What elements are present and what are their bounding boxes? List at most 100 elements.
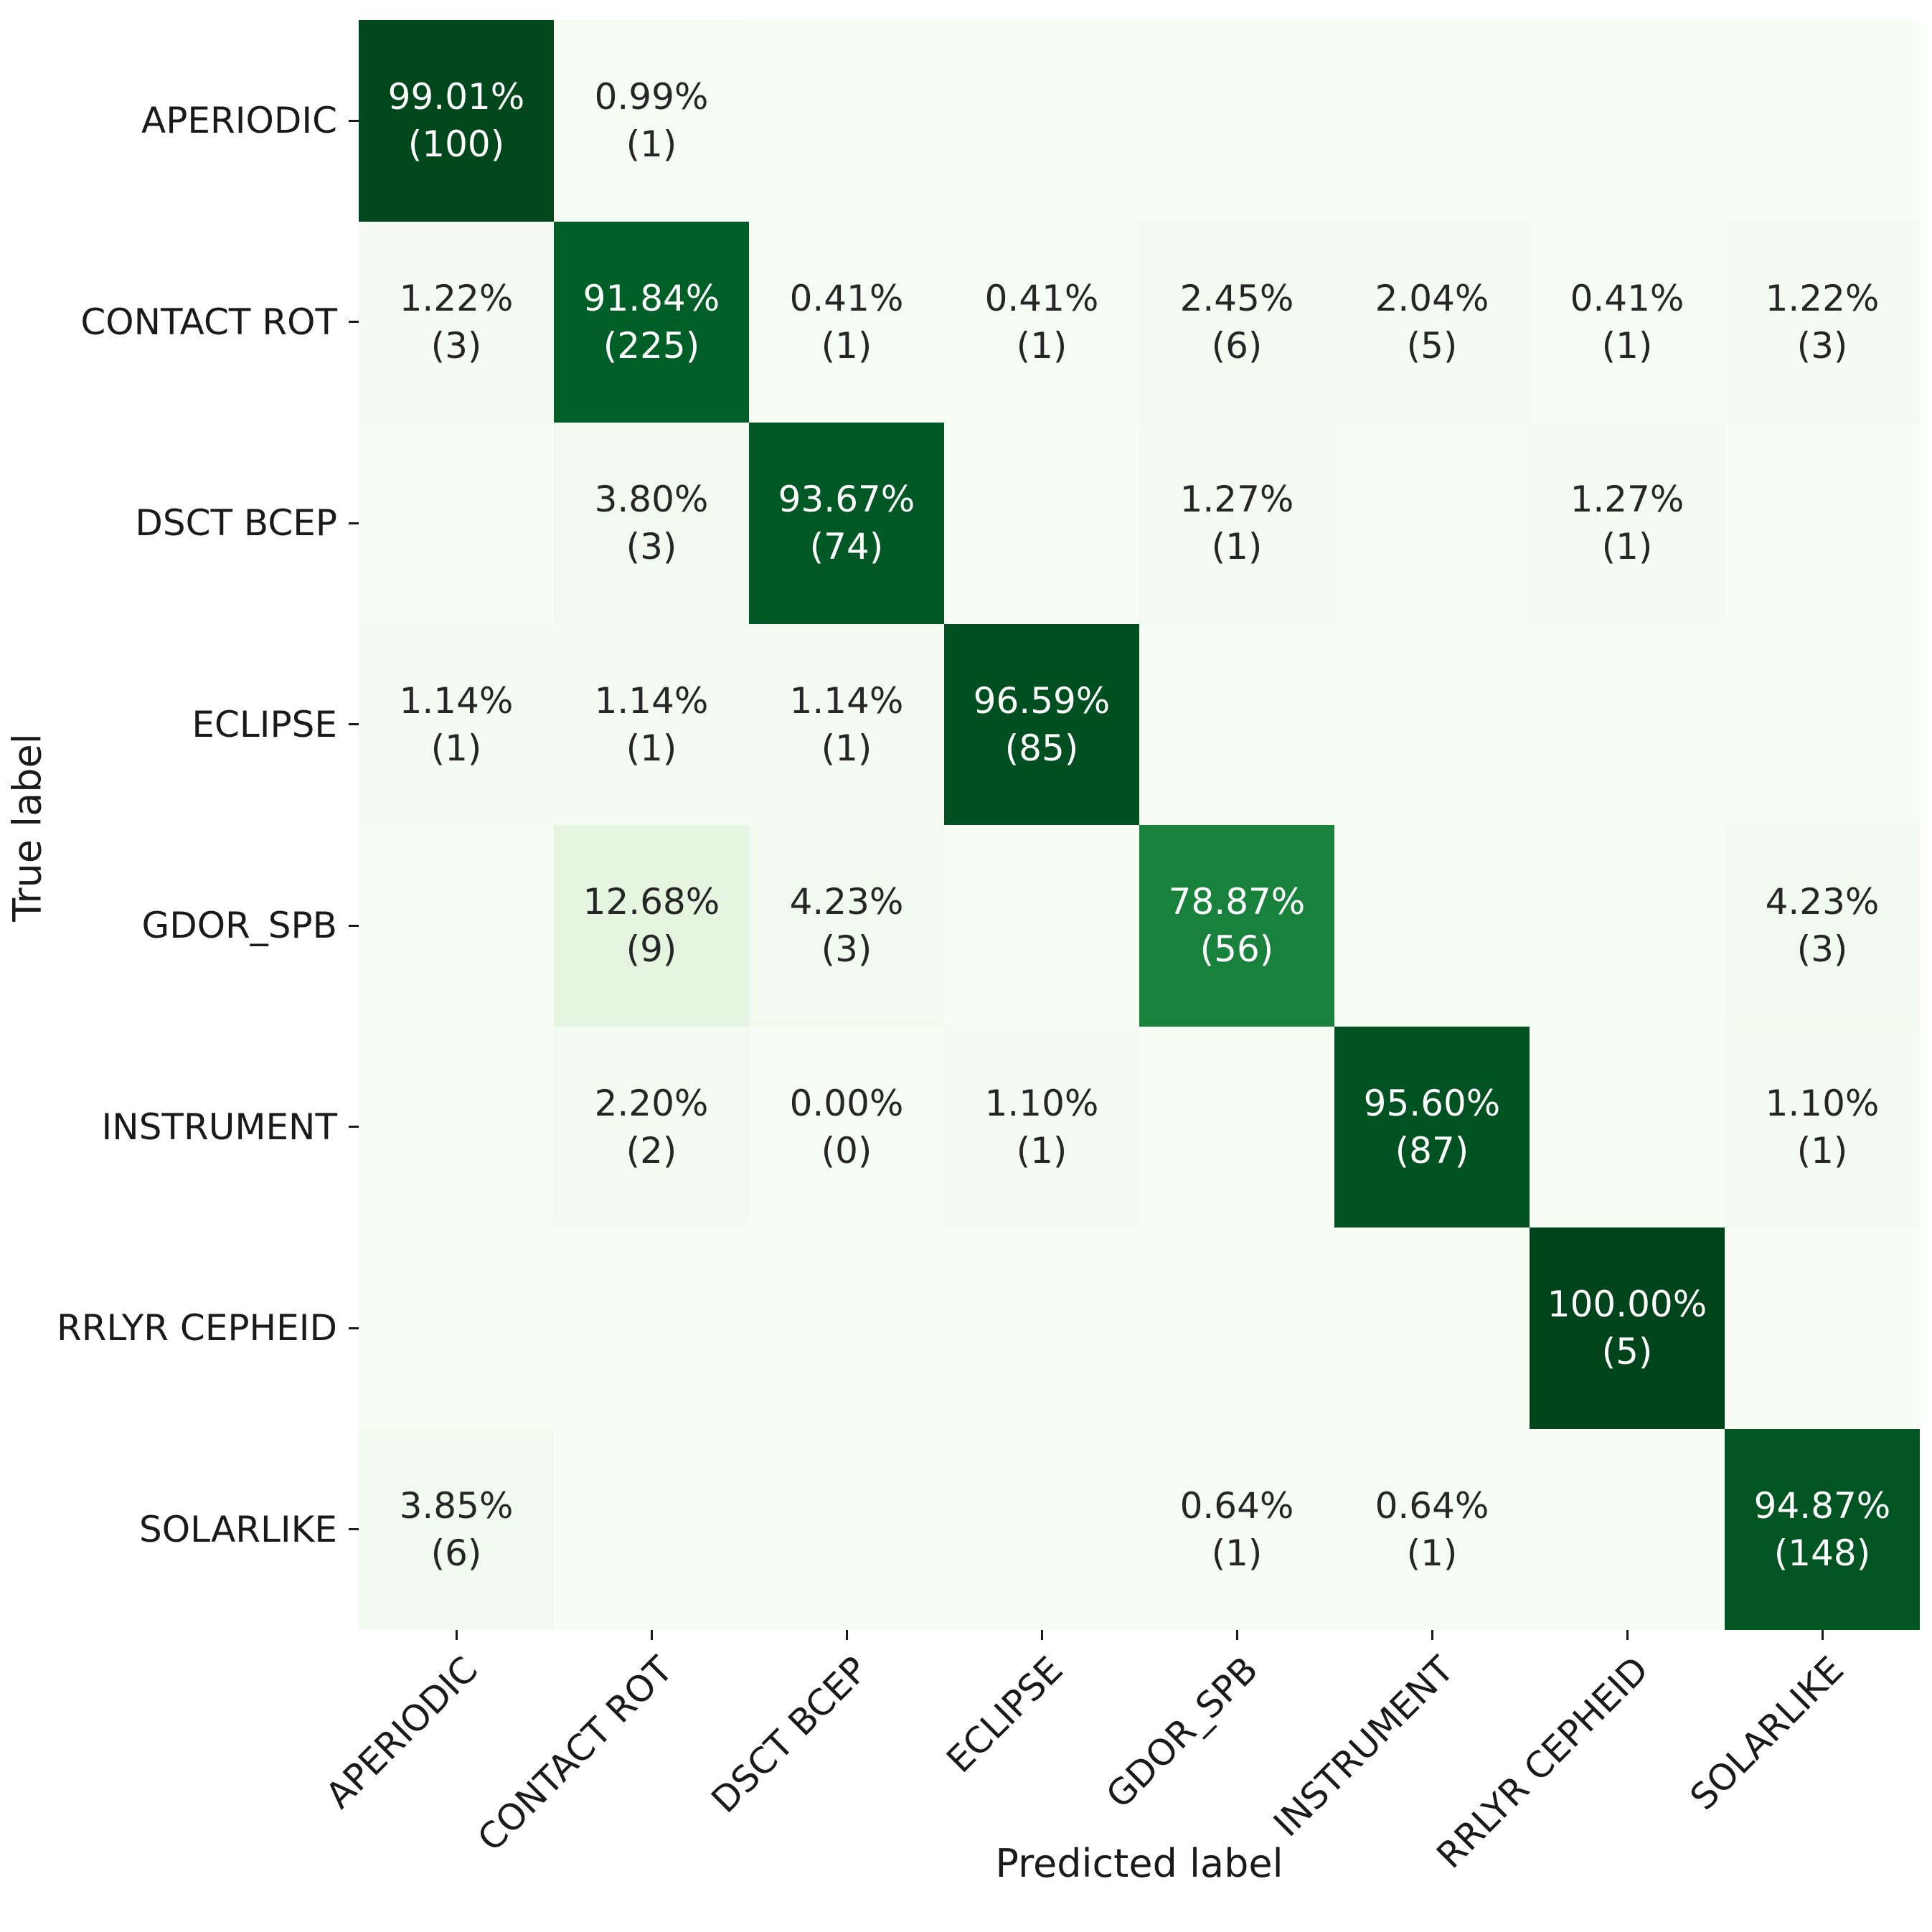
cell-percent: 2.04% <box>1375 277 1489 319</box>
matrix-cell: 0.41% (1) <box>1530 221 1725 423</box>
matrix-cell <box>554 1227 749 1429</box>
y-tick-label: INSTRUMENT <box>101 1106 337 1148</box>
cell-count: (6) <box>1211 324 1263 367</box>
cell-percent: 0.64% <box>1179 1484 1294 1527</box>
cell-count: (1) <box>1211 526 1263 568</box>
cell-count: (1) <box>821 727 872 769</box>
y-tick-label: RRLYR CEPHEID <box>57 1307 337 1349</box>
matrix-cell: 12.68% (9) <box>554 825 749 1027</box>
x-tick-label: SOLARLIKE <box>1682 1649 1852 1819</box>
cell-count: (148) <box>1773 1532 1871 1574</box>
matrix-cell: 0.64% (1) <box>1334 1428 1530 1630</box>
x-tick-label: INSTRUMENT <box>1265 1649 1462 1845</box>
y-tick-mark <box>349 723 359 726</box>
matrix-cell: 96.59% (85) <box>944 623 1139 825</box>
cell-percent: 93.67% <box>778 479 915 521</box>
x-tick-mark <box>1821 1630 1824 1640</box>
matrix-cell <box>1530 623 1725 825</box>
matrix-cell: 1.10% (1) <box>1725 1026 1920 1227</box>
matrix-cell: 1.14% (1) <box>359 623 554 825</box>
x-tick-mark <box>1431 1630 1433 1640</box>
matrix-cell <box>1139 1227 1334 1429</box>
cell-count: (74) <box>809 526 884 568</box>
matrix-cell <box>944 1428 1139 1630</box>
cell-count: (3) <box>1796 324 1848 367</box>
cell-percent: 4.23% <box>1765 881 1880 923</box>
matrix-cell: 0.00% (0) <box>749 1026 944 1227</box>
cell-count: (3) <box>626 526 677 568</box>
cell-count: (1) <box>1601 526 1653 568</box>
matrix-cell: 4.23% (3) <box>749 825 944 1027</box>
cell-count: (9) <box>626 928 677 971</box>
matrix-cell <box>1530 1428 1725 1630</box>
matrix-cell: 0.41% (1) <box>749 221 944 423</box>
matrix-cell <box>1530 20 1725 222</box>
matrix-cell: 0.99% (1) <box>554 20 749 222</box>
x-tick-mark <box>1040 1630 1043 1640</box>
y-axis-title: True label <box>4 733 50 922</box>
matrix-cell <box>359 1227 554 1429</box>
cell-count: (3) <box>430 324 482 367</box>
cell-percent: 95.60% <box>1363 1082 1501 1124</box>
cell-percent: 100.00% <box>1547 1283 1707 1326</box>
cell-percent: 1.10% <box>1765 1082 1880 1124</box>
matrix-cell: 91.84% (225) <box>554 221 749 423</box>
matrix-cell: 1.10% (1) <box>944 1026 1139 1227</box>
cell-count: (87) <box>1395 1129 1469 1172</box>
cell-count: (1) <box>1016 1129 1068 1172</box>
matrix-cell <box>359 423 554 624</box>
cell-percent: 3.85% <box>399 1484 514 1527</box>
cell-percent: 1.14% <box>399 679 514 722</box>
matrix-cell <box>1725 1227 1920 1429</box>
matrix-cell <box>749 20 944 222</box>
matrix-cell: 78.87% (56) <box>1139 825 1334 1027</box>
matrix-cell: 1.22% (3) <box>359 221 554 423</box>
cell-percent: 12.68% <box>583 881 720 923</box>
y-tick-label: DSCT BCEP <box>135 502 337 545</box>
cell-percent: 99.01% <box>387 76 525 118</box>
y-tick-mark <box>349 522 359 524</box>
y-tick-label: APERIODIC <box>141 100 337 142</box>
cell-percent: 2.45% <box>1179 277 1294 319</box>
matrix-cell <box>554 1428 749 1630</box>
x-tick-label: APERIODIC <box>317 1649 486 1817</box>
matrix-cell <box>1139 623 1334 825</box>
cell-percent: 96.59% <box>973 679 1111 722</box>
x-tick-mark <box>845 1630 848 1640</box>
cell-percent: 0.99% <box>594 76 709 118</box>
x-tick-mark <box>455 1630 458 1640</box>
cell-percent: 1.10% <box>984 1082 1099 1124</box>
y-tick-mark <box>349 119 359 122</box>
y-tick-mark <box>349 1528 359 1531</box>
cell-count: (1) <box>1406 1532 1458 1574</box>
matrix-cell: 0.41% (1) <box>944 221 1139 423</box>
matrix-cell <box>1334 1227 1530 1429</box>
matrix-cell: 2.45% (6) <box>1139 221 1334 423</box>
y-tick-mark <box>349 1126 359 1128</box>
matrix-cell: 2.04% (5) <box>1334 221 1530 423</box>
matrix-cell: 100.00% (5) <box>1530 1227 1725 1429</box>
x-tick-label: CONTACT ROT <box>470 1649 682 1860</box>
cell-count: (1) <box>626 727 677 769</box>
matrix-cell: 99.01% (100) <box>359 20 554 222</box>
matrix-cell: 1.22% (3) <box>1725 221 1920 423</box>
matrix-cell: 2.20% (2) <box>554 1026 749 1227</box>
y-tick-mark <box>349 924 359 927</box>
cell-percent: 1.14% <box>594 679 709 722</box>
matrix-cell: 1.14% (1) <box>749 623 944 825</box>
matrix-cell: 94.87% (148) <box>1725 1428 1920 1630</box>
matrix-cell: 95.60% (87) <box>1334 1026 1530 1227</box>
x-tick-label: ECLIPSE <box>938 1649 1072 1781</box>
matrix-cell <box>944 423 1139 624</box>
cell-percent: 1.14% <box>789 679 904 722</box>
matrix-cell <box>749 1227 944 1429</box>
cell-percent: 0.41% <box>789 277 904 319</box>
y-tick-label: ECLIPSE <box>192 703 337 745</box>
y-tick-label: GDOR_SPB <box>141 905 337 947</box>
matrix-cell: 93.67% (74) <box>749 423 944 624</box>
y-tick-mark <box>349 1327 359 1329</box>
cell-percent: 0.00% <box>789 1082 904 1124</box>
cell-percent: 0.64% <box>1375 1484 1489 1527</box>
cell-percent: 1.27% <box>1179 479 1294 521</box>
